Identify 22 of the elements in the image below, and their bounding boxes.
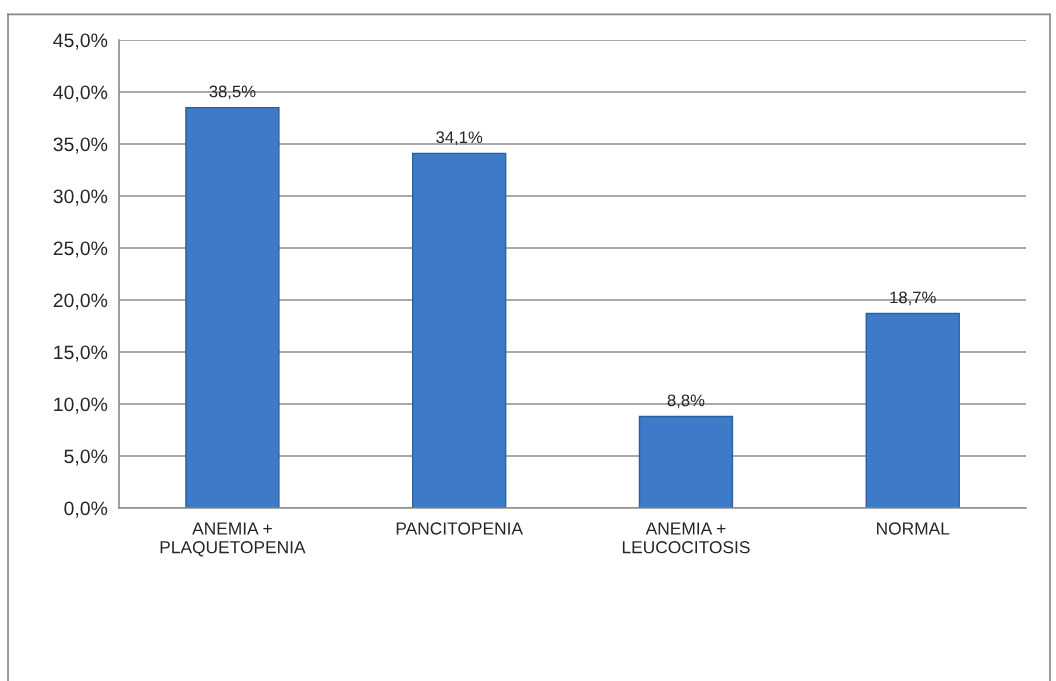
x-tick-label: ANEMIA + LEUCOCITOSIS: [622, 522, 750, 554]
x-tick-label: NORMAL: [877, 522, 950, 535]
x-tick-label: ANEMIA + PLAQUETOPENIA: [160, 522, 306, 557]
y-tick-label: 35,0%: [53, 137, 108, 154]
y-tick-label: 5,0%: [64, 449, 108, 466]
y-tick-label: 40,0%: [53, 85, 108, 102]
data-label: 18,7%: [890, 291, 936, 306]
bar: [185, 106, 280, 509]
bar: [411, 152, 507, 509]
y-tick-label: 15,0%: [54, 345, 108, 362]
data-label: 38,5%: [209, 85, 256, 100]
y-tick-label: 0,0%: [64, 501, 108, 518]
x-tick-label: PANCITOPENIA: [396, 522, 523, 535]
bar: [638, 415, 734, 509]
y-tick-label: 20,0%: [53, 293, 108, 310]
data-label: 34,1%: [436, 131, 483, 146]
y-tick-label: 10,0%: [54, 397, 108, 414]
y-tick-label: 45,0%: [53, 33, 108, 50]
y-tick-label: 25,0%: [53, 241, 108, 258]
y-tick-label: 30,0%: [53, 189, 108, 206]
data-label: 8,8%: [667, 394, 705, 409]
bar: [865, 312, 960, 509]
